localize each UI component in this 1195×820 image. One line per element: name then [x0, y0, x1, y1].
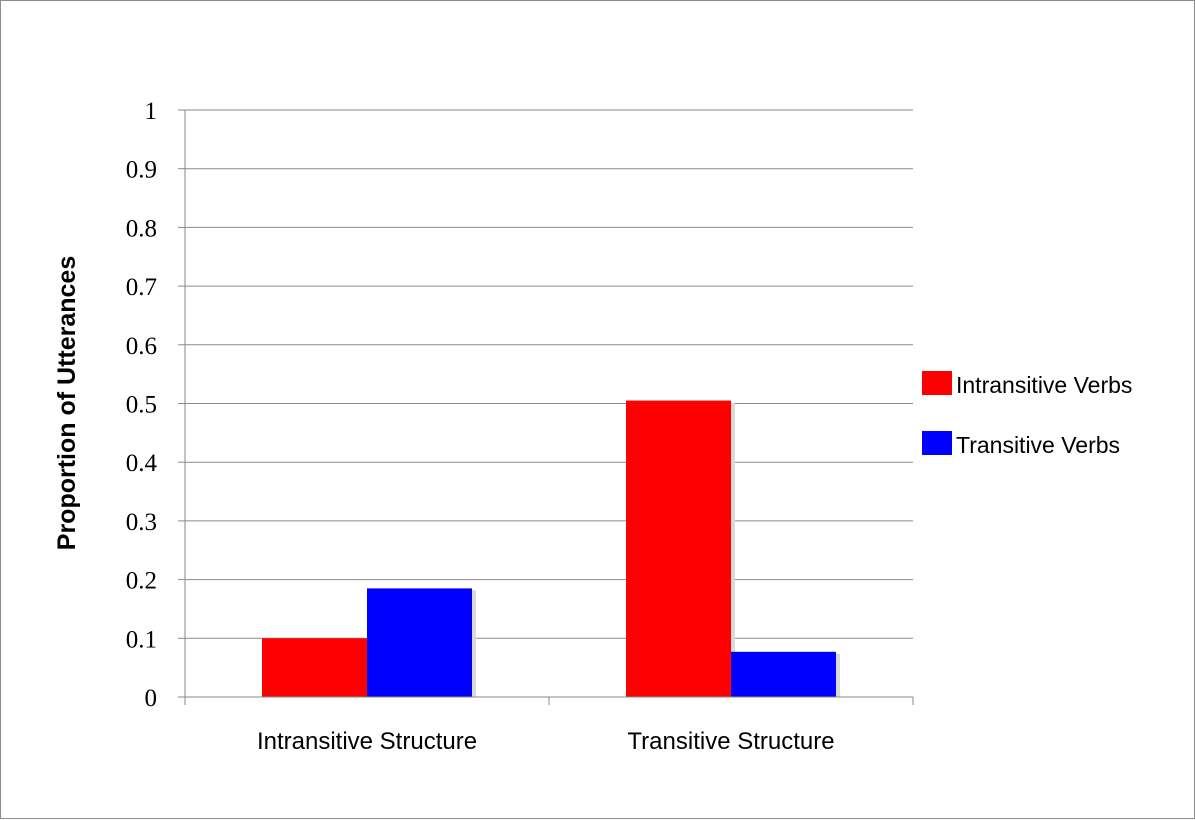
- bar-intransitive-verbs-1: [626, 400, 731, 697]
- legend-label: Transitive Verbs: [956, 432, 1120, 458]
- y-axis-label: Proportion of Utterances: [53, 256, 81, 550]
- y-tick-label: 0.5: [126, 392, 157, 419]
- y-tick-label: 0.9: [126, 157, 157, 184]
- legend-label: Intransitive Verbs: [956, 372, 1132, 398]
- legend-swatch: [922, 371, 952, 395]
- bar-transitive-verbs-1: [731, 651, 836, 697]
- bar-intransitive-verbs-0: [262, 638, 367, 697]
- y-tick-labels: 0 0.1 0.2 0.3 0.4 0.5 0.6 0.7 0.8 0.9 1: [126, 98, 158, 712]
- bars: [262, 400, 840, 697]
- legend: Intransitive Verbs Transitive Verbs: [922, 371, 1132, 458]
- y-tick-label: 0.7: [126, 274, 157, 301]
- y-tick-label: 0: [145, 685, 158, 712]
- gridlines: [185, 109, 913, 639]
- x-category-labels: Intransitive Structure Transitive Structu…: [257, 728, 835, 755]
- x-category-label: Intransitive Structure: [257, 728, 477, 755]
- y-tick-label: 0.4: [126, 450, 158, 477]
- y-tick-label: 0.8: [126, 215, 157, 242]
- y-tick-label: 0.3: [126, 509, 157, 536]
- axes: [178, 109, 914, 705]
- y-tick-label: 0.2: [126, 568, 157, 595]
- y-tick-label: 0.6: [126, 333, 157, 360]
- y-tick-label: 0.1: [126, 626, 157, 653]
- legend-swatch: [922, 431, 952, 455]
- x-category-label: Transitive Structure: [627, 728, 834, 755]
- y-tick-label: 1: [145, 98, 158, 125]
- bar-transitive-verbs-0: [367, 588, 472, 697]
